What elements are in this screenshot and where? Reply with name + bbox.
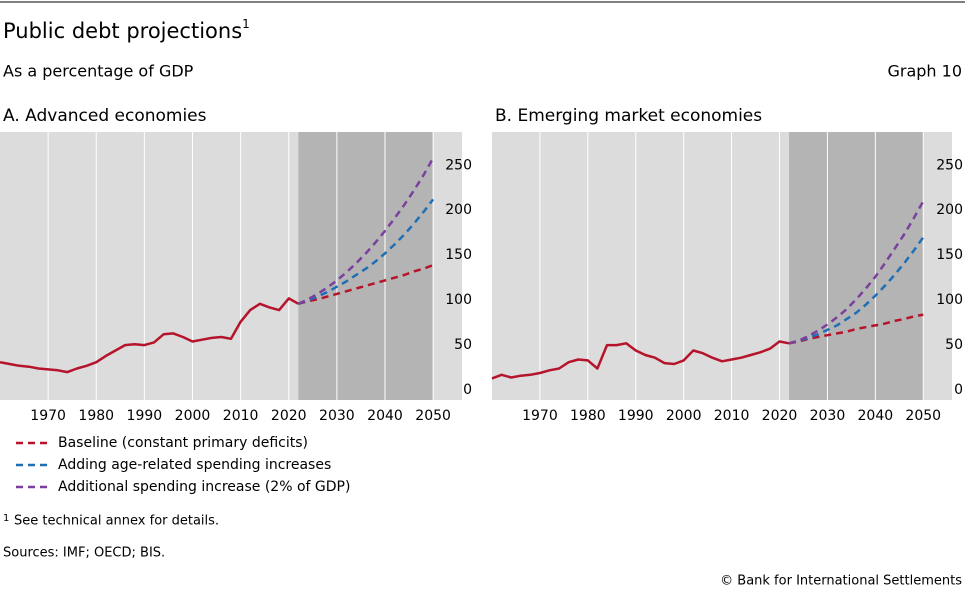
y-tick-label: 250 — [936, 157, 963, 173]
y-tick-label: 100 — [936, 292, 963, 308]
x-tick-label: 2010 — [223, 408, 259, 424]
history-line — [491, 340, 790, 380]
x-tick-label: 2030 — [810, 408, 846, 424]
x-tick-label: 1970 — [30, 408, 66, 424]
y-tick-label: 0 — [954, 382, 963, 398]
page-title: Public debt projections1 — [3, 17, 250, 44]
x-tick-label: 2000 — [175, 408, 211, 424]
footnote-mark: 1 — [3, 513, 9, 524]
legend-label: Additional spending increase (2% of GDP) — [58, 479, 350, 495]
graph-label: Graph 10 — [887, 62, 962, 81]
projection-line — [297, 157, 435, 305]
y-tick-label: 50 — [945, 337, 963, 353]
sources: Sources: IMF; OECD; BIS. — [3, 546, 165, 561]
title-footnote-mark: 1 — [242, 17, 250, 31]
history-line — [0, 297, 300, 374]
panel-title: A. Advanced economies — [3, 106, 207, 126]
y-tick-label: 0 — [463, 382, 472, 398]
projection-line — [788, 313, 924, 345]
y-tick-label: 50 — [454, 337, 472, 353]
x-tick-label: 2050 — [415, 408, 451, 424]
x-tick-label: 2050 — [905, 408, 941, 424]
y-tick-label: 250 — [445, 157, 472, 173]
x-tick-label: 2000 — [666, 408, 702, 424]
x-tick-label: 2040 — [367, 408, 403, 424]
footnote: See technical annex for details. — [14, 514, 219, 529]
y-tick-label: 150 — [445, 247, 472, 263]
projection-shade — [298, 132, 434, 400]
x-tick-label: 2020 — [271, 408, 307, 424]
x-tick-label: 1980 — [78, 408, 114, 424]
x-tick-label: 2010 — [714, 408, 750, 424]
x-tick-label: 1990 — [127, 408, 163, 424]
panel-title: B. Emerging market economies — [495, 106, 762, 126]
x-tick-label: 2020 — [762, 408, 798, 424]
title-text: Public debt projections — [3, 19, 242, 43]
projection-shade — [789, 132, 924, 400]
x-tick-label: 1980 — [570, 408, 606, 424]
projection-line — [788, 200, 925, 345]
y-tick-label: 150 — [936, 247, 963, 263]
x-tick-label: 1970 — [522, 408, 558, 424]
projection-line — [788, 236, 925, 345]
y-tick-label: 200 — [445, 202, 472, 218]
subtitle: As a percentage of GDP — [3, 62, 194, 81]
legend-label: Adding age-related spending increases — [58, 457, 331, 473]
legend-label: Baseline (constant primary deficits) — [58, 435, 308, 451]
x-tick-label: 2030 — [319, 408, 355, 424]
y-tick-label: 100 — [445, 292, 472, 308]
projection-line — [297, 198, 435, 305]
x-tick-label: 1990 — [618, 408, 654, 424]
x-tick-label: 2040 — [858, 408, 894, 424]
copyright: © Bank for International Settlements — [720, 574, 962, 589]
y-tick-label: 200 — [936, 202, 963, 218]
